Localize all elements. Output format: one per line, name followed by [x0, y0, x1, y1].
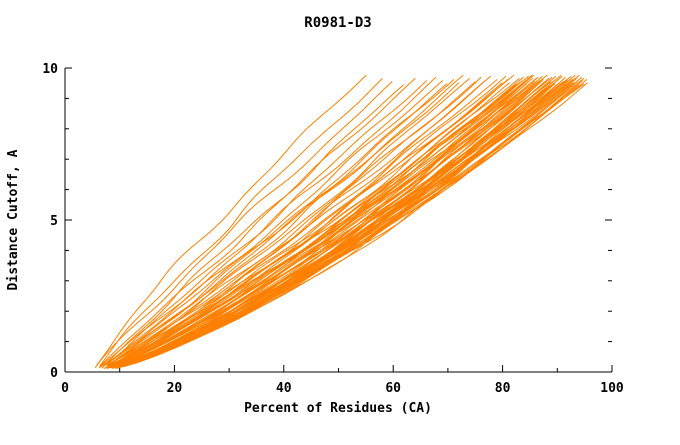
curve [99, 77, 416, 367]
chart-title: R0981-D3 [304, 15, 371, 31]
curve [110, 74, 580, 369]
y-axis-label: Distance Cutoff, A [6, 149, 21, 290]
curve-bundle [94, 74, 588, 369]
curve [108, 79, 509, 367]
curve [99, 76, 437, 368]
curve [119, 77, 585, 367]
curve [94, 74, 367, 369]
curve [103, 79, 455, 367]
axes: 0 20 40 60 80 100 0 5 10 [42, 62, 624, 396]
curve [104, 80, 444, 366]
curve [101, 84, 404, 369]
curve [111, 83, 448, 364]
curve [111, 75, 563, 368]
curve [109, 76, 482, 368]
curve [98, 74, 464, 369]
x-tick-label: 20 [167, 381, 183, 396]
curve [108, 81, 476, 365]
curve [106, 77, 520, 367]
x-tick-label: 100 [600, 381, 624, 396]
curve [107, 74, 535, 369]
x-tick-label: 0 [61, 381, 69, 396]
curve [106, 80, 428, 366]
curve [96, 81, 393, 365]
curve [99, 77, 383, 367]
tick-marks: 0 20 40 60 80 100 0 5 10 [42, 62, 624, 396]
x-tick-label: 80 [495, 381, 511, 396]
curve [111, 75, 529, 368]
curve [119, 77, 537, 367]
x-axis-label: Percent of Residues (CA) [244, 401, 432, 416]
curve [107, 74, 515, 369]
x-tick-label: 40 [276, 381, 292, 396]
x-tick-label: 60 [385, 381, 401, 396]
y-tick-label: 10 [42, 62, 58, 77]
curve [128, 81, 552, 365]
curve [133, 82, 588, 365]
y-tick-label: 5 [50, 214, 58, 229]
y-tick-label: 0 [50, 366, 58, 381]
curve [109, 74, 548, 369]
curve [109, 82, 460, 365]
